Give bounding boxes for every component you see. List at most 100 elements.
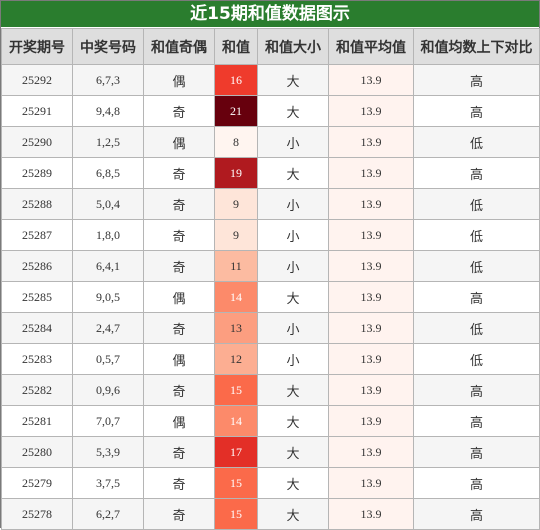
- cell-numbers: 2,4,7: [72, 312, 144, 344]
- cell-numbers: 5,0,4: [72, 188, 144, 220]
- cell-issue: 25279: [1, 467, 73, 499]
- cell-size: 大: [257, 405, 329, 437]
- cell-size: 小: [257, 250, 329, 282]
- cell-compare: 高: [413, 281, 540, 313]
- cell-average: 13.9: [328, 219, 414, 251]
- cell-size: 大: [257, 95, 329, 127]
- cell-compare: 高: [413, 374, 540, 406]
- cell-sum: 19: [214, 157, 258, 189]
- table-row: 25292 6,7,3 偶 16 大 13.9 高: [1, 64, 540, 96]
- cell-average: 13.9: [328, 250, 414, 282]
- cell-sum: 14: [214, 281, 258, 313]
- cell-issue: 25288: [1, 188, 73, 220]
- cell-sum: 8: [214, 126, 258, 158]
- cell-parity: 偶: [143, 126, 215, 158]
- cell-size: 小: [257, 219, 329, 251]
- table-row: 25286 6,4,1 奇 11 小 13.9 低: [1, 250, 540, 282]
- cell-numbers: 9,4,8: [72, 95, 144, 127]
- table-row: 25283 0,5,7 偶 12 小 13.9 低: [1, 343, 540, 375]
- table-row: 25282 0,9,6 奇 15 大 13.9 高: [1, 374, 540, 406]
- cell-compare: 低: [413, 312, 540, 344]
- cell-parity: 偶: [143, 281, 215, 313]
- cell-issue: 25285: [1, 281, 73, 313]
- cell-numbers: 6,2,7: [72, 498, 144, 530]
- header-parity: 和值奇偶: [143, 28, 215, 65]
- table-row: 25279 3,7,5 奇 15 大 13.9 高: [1, 467, 540, 499]
- cell-numbers: 6,8,5: [72, 157, 144, 189]
- cell-average: 13.9: [328, 374, 414, 406]
- cell-parity: 奇: [143, 374, 215, 406]
- cell-numbers: 6,7,3: [72, 64, 144, 96]
- cell-numbers: 3,7,5: [72, 467, 144, 499]
- cell-average: 13.9: [328, 95, 414, 127]
- sum-data-table: 开奖期号 中奖号码 和值奇偶 和值 和值大小 和值平均值 和值均数上下对比 25…: [1, 28, 540, 530]
- cell-sum: 16: [214, 64, 258, 96]
- cell-sum: 9: [214, 219, 258, 251]
- cell-average: 13.9: [328, 436, 414, 468]
- cell-average: 13.9: [328, 498, 414, 530]
- header-average: 和值平均值: [328, 28, 414, 65]
- cell-compare: 高: [413, 405, 540, 437]
- cell-numbers: 9,0,5: [72, 281, 144, 313]
- cell-compare: 低: [413, 188, 540, 220]
- cell-numbers: 1,8,0: [72, 219, 144, 251]
- cell-sum: 9: [214, 188, 258, 220]
- cell-average: 13.9: [328, 188, 414, 220]
- cell-parity: 偶: [143, 405, 215, 437]
- table-row: 25285 9,0,5 偶 14 大 13.9 高: [1, 281, 540, 313]
- cell-average: 13.9: [328, 64, 414, 96]
- cell-parity: 奇: [143, 188, 215, 220]
- cell-issue: 25289: [1, 157, 73, 189]
- cell-sum: 21: [214, 95, 258, 127]
- cell-average: 13.9: [328, 126, 414, 158]
- cell-size: 小: [257, 343, 329, 375]
- cell-parity: 偶: [143, 343, 215, 375]
- cell-numbers: 0,9,6: [72, 374, 144, 406]
- cell-issue: 25292: [1, 64, 73, 96]
- table-row: 25280 5,3,9 奇 17 大 13.9 高: [1, 436, 540, 468]
- cell-parity: 奇: [143, 219, 215, 251]
- cell-average: 13.9: [328, 467, 414, 499]
- cell-compare: 低: [413, 219, 540, 251]
- table-row: 25288 5,0,4 奇 9 小 13.9 低: [1, 188, 540, 220]
- header-numbers: 中奖号码: [72, 28, 144, 65]
- table-row: 25289 6,8,5 奇 19 大 13.9 高: [1, 157, 540, 189]
- cell-sum: 11: [214, 250, 258, 282]
- cell-issue: 25282: [1, 374, 73, 406]
- cell-sum: 13: [214, 312, 258, 344]
- cell-sum: 14: [214, 405, 258, 437]
- cell-average: 13.9: [328, 343, 414, 375]
- cell-issue: 25284: [1, 312, 73, 344]
- cell-parity: 奇: [143, 95, 215, 127]
- cell-numbers: 1,2,5: [72, 126, 144, 158]
- cell-parity: 偶: [143, 64, 215, 96]
- cell-average: 13.9: [328, 405, 414, 437]
- cell-size: 大: [257, 374, 329, 406]
- page-title: 近15期和值数据图示: [1, 1, 539, 27]
- cell-compare: 低: [413, 126, 540, 158]
- cell-sum: 12: [214, 343, 258, 375]
- cell-parity: 奇: [143, 436, 215, 468]
- cell-parity: 奇: [143, 498, 215, 530]
- cell-average: 13.9: [328, 281, 414, 313]
- cell-numbers: 6,4,1: [72, 250, 144, 282]
- cell-compare: 高: [413, 498, 540, 530]
- cell-sum: 17: [214, 436, 258, 468]
- cell-average: 13.9: [328, 312, 414, 344]
- cell-size: 大: [257, 64, 329, 96]
- cell-issue: 25291: [1, 95, 73, 127]
- table-row: 25278 6,2,7 奇 15 大 13.9 高: [1, 498, 540, 530]
- header-size: 和值大小: [257, 28, 329, 65]
- cell-issue: 25283: [1, 343, 73, 375]
- cell-issue: 25278: [1, 498, 73, 530]
- cell-compare: 低: [413, 250, 540, 282]
- cell-compare: 高: [413, 95, 540, 127]
- cell-parity: 奇: [143, 467, 215, 499]
- cell-size: 大: [257, 436, 329, 468]
- cell-average: 13.9: [328, 157, 414, 189]
- cell-parity: 奇: [143, 157, 215, 189]
- cell-size: 大: [257, 467, 329, 499]
- cell-size: 大: [257, 498, 329, 530]
- cell-compare: 高: [413, 467, 540, 499]
- cell-compare: 高: [413, 157, 540, 189]
